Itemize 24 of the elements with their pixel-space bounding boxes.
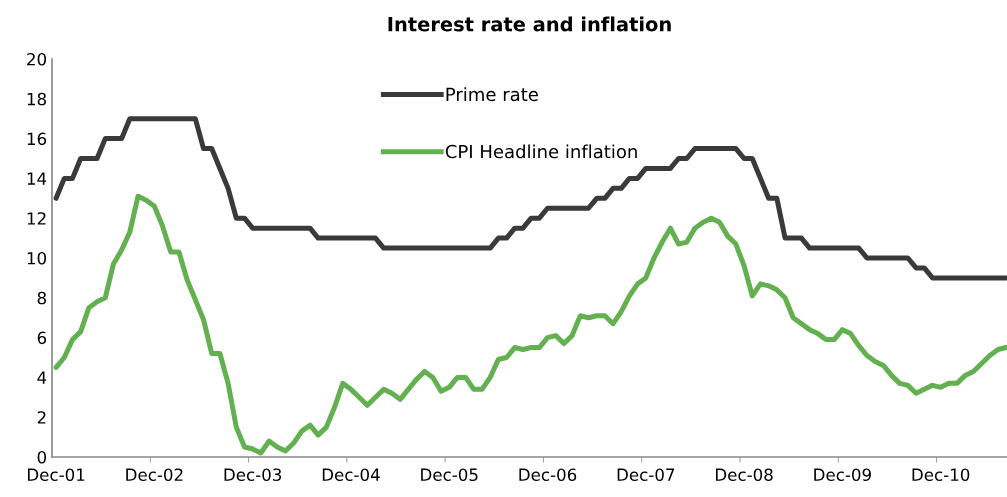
x-tick-label: Dec-05 — [421, 468, 478, 482]
y-tick-label: 8 — [37, 291, 46, 305]
x-tick-label: Dec-09 — [814, 468, 871, 482]
y-tick-label: 2 — [37, 411, 46, 424]
y-tick-label: 14 — [27, 172, 47, 185]
y-tick-label: 10 — [27, 251, 47, 265]
x-tick-label: Dec-04 — [322, 468, 380, 482]
y-tick-label: 18 — [27, 92, 46, 106]
y-tick-label: 4 — [37, 371, 47, 384]
x-tick-label: Dec-06 — [519, 468, 577, 482]
y-tick-label: 12 — [27, 212, 46, 225]
x-tick-label: Dec-10 — [912, 468, 970, 482]
x-tick-label: Dec-07 — [617, 468, 675, 482]
y-tick-label: 6 — [37, 331, 47, 345]
chart-title: Interest rate and inflation — [388, 16, 671, 32]
legend-label: CPI Headline inflation — [445, 144, 637, 159]
x-tick-label: Dec-03 — [224, 468, 282, 482]
x-tick-label: Dec-01 — [27, 468, 85, 482]
y-tick-label: 16 — [27, 132, 47, 146]
x-tick-label: Dec-08 — [715, 468, 773, 482]
x-tick-label: Dec-02 — [126, 468, 183, 482]
legend-label: Prime rate — [446, 87, 538, 102]
y-tick-label: 0 — [37, 450, 47, 464]
y-tick-label: 20 — [27, 52, 47, 66]
